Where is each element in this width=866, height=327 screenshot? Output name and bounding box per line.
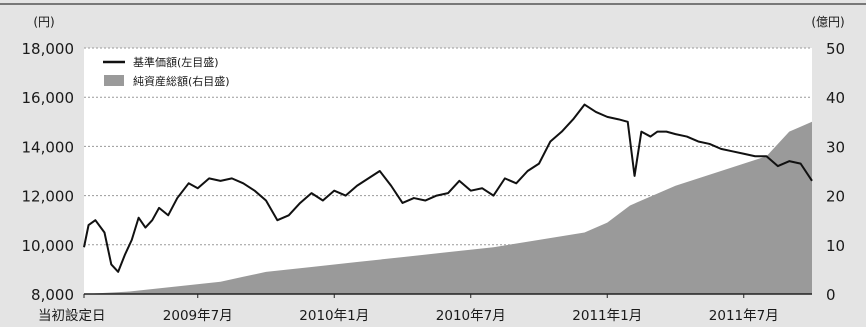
legend-swatch-net-assets bbox=[104, 75, 124, 86]
x-axis-tick-label: 2009年7月 bbox=[163, 308, 233, 324]
grid-layer bbox=[84, 47, 812, 246]
right-axis-tick-label: 50 bbox=[826, 40, 845, 58]
left-axis-tick-label: 14,000 bbox=[22, 138, 75, 156]
right-axis-tick-label: 40 bbox=[826, 89, 845, 107]
nav-line bbox=[83, 103, 813, 273]
nav-line-layer bbox=[83, 103, 813, 273]
x-axis-tick-label: 2010年7月 bbox=[436, 308, 506, 324]
legend-label-net-assets: 純資産総額(右目盛) bbox=[133, 74, 230, 88]
left-axis-unit: (円) bbox=[33, 15, 54, 29]
tick-labels-layer: 8,000 0 10,000 10 12,000 20 14,000 30 16,000 40 18… bbox=[22, 40, 846, 324]
right-axis-tick-label: 20 bbox=[826, 188, 845, 206]
left-axis-tick-label: 8,000 bbox=[31, 286, 74, 304]
net-assets-area-layer bbox=[84, 121, 812, 294]
right-axis-tick-label: 30 bbox=[826, 138, 845, 156]
x-axis-tick-label: 2011年7月 bbox=[709, 308, 779, 324]
legend-label-nav: 基準価額(左目盛) bbox=[133, 55, 219, 69]
x-axis-tick-label: 当初設定日 bbox=[38, 307, 106, 324]
net-assets-area bbox=[84, 121, 812, 294]
right-axis-tick-label: 10 bbox=[826, 237, 845, 255]
x-axis-tick-label: 2011年1月 bbox=[572, 308, 642, 324]
left-axis-tick-label: 10,000 bbox=[22, 237, 75, 255]
x-axis-tick-label: 2010年1月 bbox=[299, 308, 369, 324]
left-axis-tick-label: 18,000 bbox=[22, 40, 75, 58]
legend: 基準価額(左目盛) 純資産総額(右目盛) bbox=[103, 55, 230, 88]
left-axis-tick-label: 16,000 bbox=[22, 89, 75, 107]
left-axis-tick-label: 12,000 bbox=[22, 188, 75, 206]
right-axis-unit: (億円) bbox=[811, 15, 844, 29]
right-axis-tick-label: 0 bbox=[826, 286, 836, 304]
